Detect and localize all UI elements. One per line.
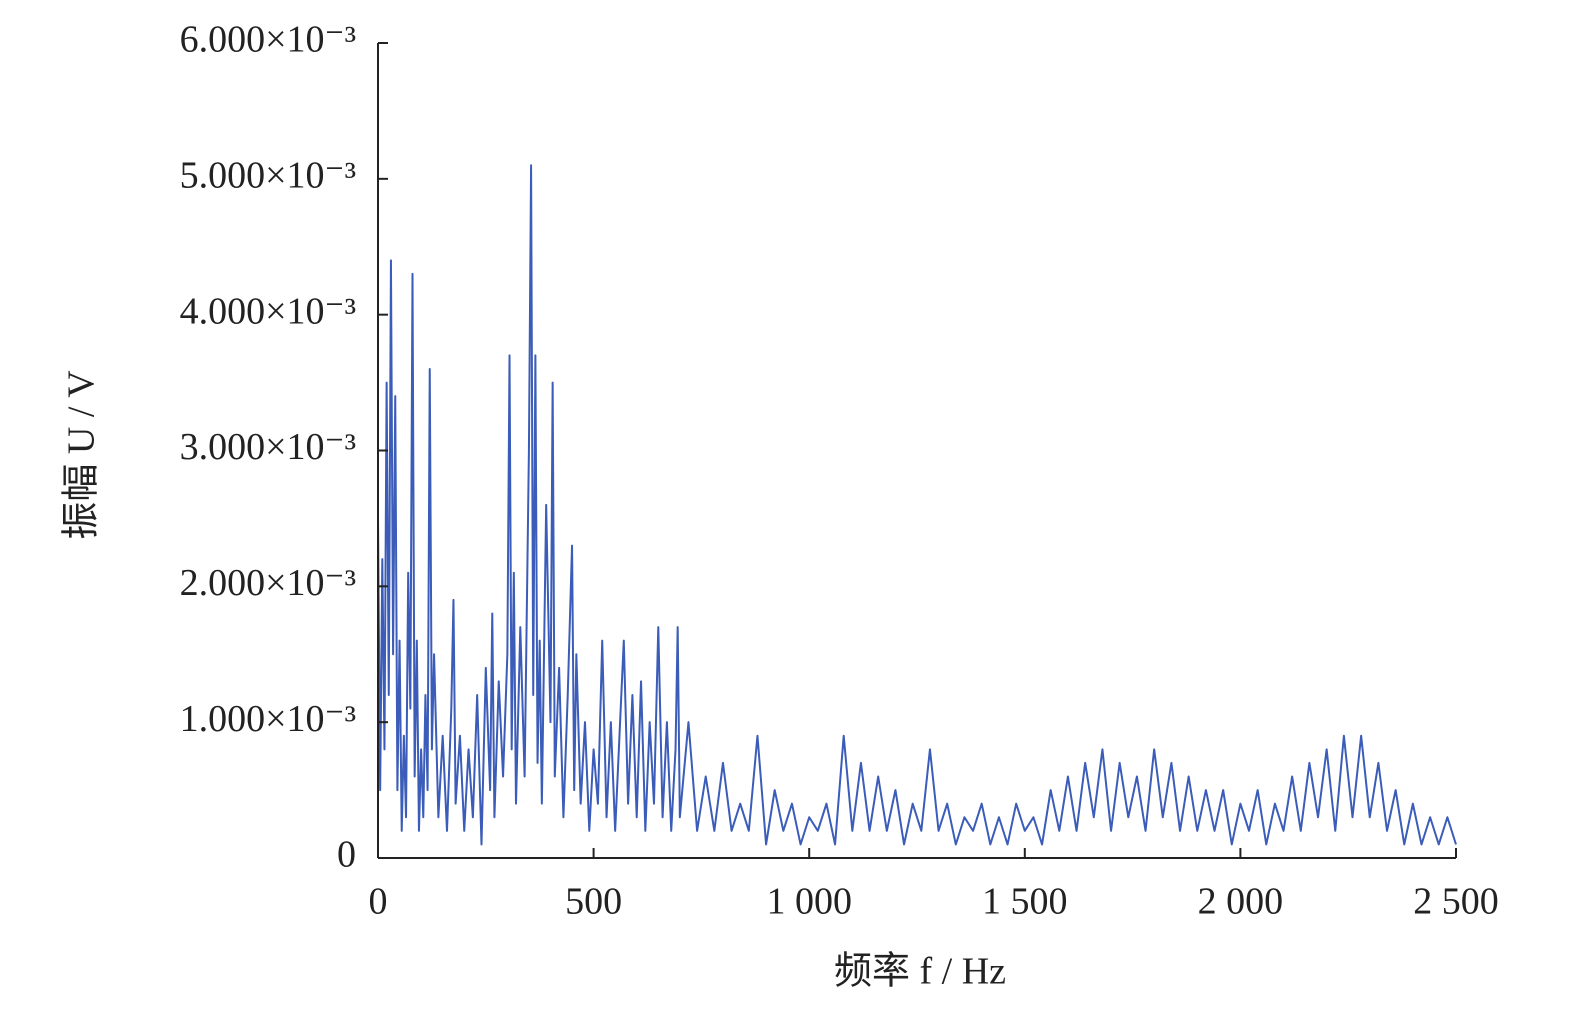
x-tick-label: 2 500	[1413, 881, 1499, 923]
y-tick-label: 6.000×10⁻³	[180, 19, 356, 61]
x-tick-label: 0	[369, 881, 388, 923]
x-tick-label: 500	[565, 881, 622, 923]
x-axis-label: 频率 f / Hz	[834, 951, 1006, 993]
y-tick-label: 1.000×10⁻³	[180, 698, 356, 740]
y-tick-label: 4.000×10⁻³	[180, 290, 356, 332]
y-tick-label: 3.000×10⁻³	[180, 426, 356, 468]
x-tick-label: 2 000	[1198, 881, 1284, 923]
y-axis-label: 振幅 U / V	[61, 370, 103, 540]
y-tick-label: 0	[337, 834, 356, 876]
y-tick-label: 5.000×10⁻³	[180, 155, 356, 197]
x-tick-label: 1 000	[766, 881, 852, 923]
x-tick-label: 1 500	[982, 881, 1068, 923]
spectrum-line	[377, 164, 1457, 846]
y-tick-label: 2.000×10⁻³	[180, 562, 356, 604]
